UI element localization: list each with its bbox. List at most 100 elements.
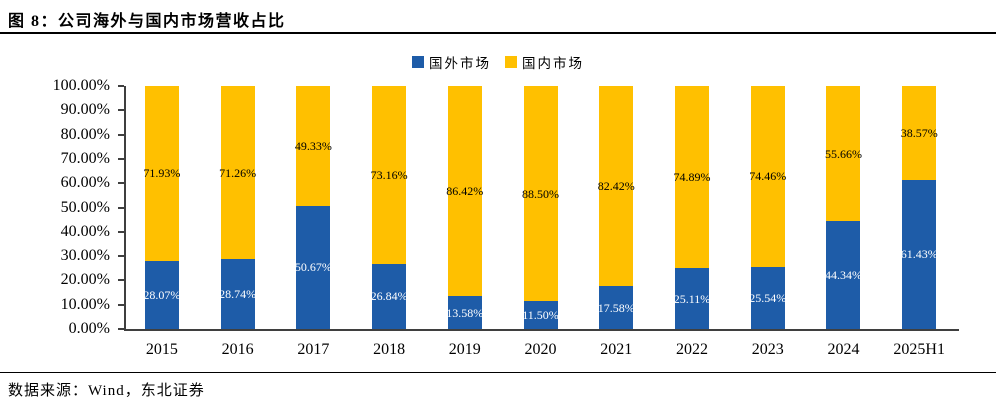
stacked-bar-2021: 17.58% 82.42% (597, 86, 635, 329)
segment-overseas-market (220, 259, 255, 329)
segment-overseas-market (523, 301, 558, 329)
stacked-bar-2018: 26.84% 73.16% (370, 86, 408, 329)
y-tick-mark (118, 157, 124, 160)
data-label-overseas-market: 25.54% (749, 290, 787, 305)
plot-area: 28.07% 71.93% 2015 28.74% 71.26% 2016 50.67% 49… (124, 86, 957, 358)
y-tick-label: 0.00% (68, 320, 110, 337)
bar-group-2025H1: 61.43% 38.57% 2025H1 (881, 86, 957, 358)
y-tick-label: 40.00% (60, 222, 110, 240)
y-tick-mark (118, 255, 124, 258)
segment-overseas-market (675, 267, 709, 329)
segment-domestic-market (523, 86, 558, 302)
bar-group-2018: 26.84% 73.16% 2018 (351, 86, 427, 358)
y-tick-label: 70.00% (60, 149, 110, 167)
segment-domestic-market (220, 86, 255, 260)
y-tick-mark (118, 133, 124, 136)
segment-domestic-market (372, 86, 407, 264)
bar-group-2021: 17.58% 82.42% 2021 (578, 86, 654, 358)
y-tick-label: 20.00% (60, 271, 110, 289)
data-label-domestic-market: 55.66% (824, 146, 862, 161)
data-label-overseas-market: 26.84% (370, 289, 408, 304)
y-tick-label: 50.00% (60, 198, 110, 216)
bar-group-2023: 25.54% 74.46% 2023 (730, 86, 806, 358)
legend-label-domestic-market: 国内市场 (522, 56, 584, 71)
y-tick-label: 60.00% (60, 174, 110, 192)
y-tick-mark (118, 303, 124, 306)
stacked-bar-2017: 50.67% 49.33% (294, 86, 332, 329)
data-label-overseas-market: 28.07% (143, 287, 181, 302)
segment-domestic-market (296, 86, 331, 206)
data-label-domestic-market: 74.89% (673, 170, 711, 184)
stacked-bar-2015: 28.07% 71.93% (143, 86, 181, 329)
y-tick-mark (118, 279, 124, 282)
x-tick-label: 2018 (373, 341, 406, 358)
x-tick-label: 2015 (145, 341, 178, 358)
segment-domestic-market (750, 86, 785, 267)
segment-overseas-market (826, 221, 861, 329)
segment-overseas-market (750, 266, 785, 329)
segment-domestic-market (902, 86, 937, 180)
chart-legend: 国外市场 国内市场 (0, 52, 996, 72)
data-label-overseas-market: 28.74% (219, 287, 257, 302)
bar-group-2022: 25.11% 74.89% 2022 (654, 86, 730, 358)
segment-domestic-market (826, 86, 861, 222)
x-tick-label: 2021 (600, 341, 633, 358)
legend-item-overseas-market: 国外市场 (412, 52, 491, 72)
segment-overseas-market (447, 296, 482, 329)
legend-swatch-domestic-market (505, 56, 517, 68)
segment-overseas-market (144, 260, 179, 329)
legend-item-domestic-market: 国内市场 (505, 52, 584, 72)
segment-domestic-market (599, 86, 634, 287)
data-label-domestic-market: 71.26% (219, 165, 257, 180)
y-tick-label: 100.00% (52, 77, 110, 94)
bar-group-2015: 28.07% 71.93% 2015 (124, 86, 200, 358)
data-label-overseas-market: 11.50% (522, 308, 559, 323)
stacked-bar-2019: 13.58% 86.42% (446, 86, 483, 329)
y-tick-label: 30.00% (60, 247, 110, 265)
y-axis-labels: 100.00% 90.00% 80.00% 70.00% 60.00% 50.00% 40.… (0, 77, 110, 337)
y-tick-mark (118, 85, 124, 87)
bar-group-2020: 11.50% 88.50% 2020 (503, 86, 579, 358)
stacked-bar-2024: 44.34% 55.66% (824, 86, 862, 329)
figure-title: 图 8：公司海外与国内市场营收占比 (8, 13, 286, 30)
y-tick-mark (118, 230, 124, 233)
data-label-overseas-market: 25.11% (673, 291, 711, 306)
bar-group-2017: 50.67% 49.33% 2017 (275, 86, 351, 358)
figure-header: 图 8：公司海外与国内市场营收占比 (0, 0, 996, 34)
data-label-domestic-market: 73.16% (370, 167, 408, 182)
y-tick-label: 10.00% (60, 295, 110, 313)
segment-domestic-market (675, 86, 709, 268)
x-tick-label: 2025H1 (893, 341, 945, 358)
plot-axes-frame (124, 86, 959, 331)
data-label-domestic-market: 74.46% (749, 169, 787, 184)
x-tick-label: 2024 (827, 341, 860, 358)
y-tick-label: 80.00% (60, 125, 110, 143)
bar-group-2016: 28.74% 71.26% 2016 (200, 86, 276, 358)
legend-swatch-overseas-market (412, 56, 424, 68)
stacked-bar-2020: 11.50% 88.50% (522, 86, 560, 329)
y-axis-tick-marks (118, 85, 124, 330)
segment-domestic-market (144, 86, 179, 261)
bar-group-2019: 13.58% 86.42% 2019 (427, 86, 503, 358)
stacked-bar-2023: 25.54% 74.46% (749, 86, 787, 329)
stacked-bar-2025H1: 61.43% 38.57% (901, 86, 938, 329)
segment-domestic-market (447, 86, 482, 297)
x-tick-label: 2022 (676, 341, 708, 358)
segment-overseas-market (599, 286, 634, 329)
stacked-bar-2022: 25.11% 74.89% (673, 86, 711, 329)
x-tick-label: 2023 (751, 341, 784, 358)
y-tick-label: 90.00% (60, 101, 110, 119)
data-label-domestic-market: 82.42% (597, 179, 635, 194)
figure-footer: 数据来源：Wind，东北证券 (0, 372, 996, 400)
bar-group-2024: 44.34% 55.66% 2024 (806, 86, 882, 358)
y-tick-mark (118, 206, 124, 209)
data-label-overseas-market: 17.58% (597, 300, 635, 315)
x-tick-label: 2017 (297, 341, 330, 358)
segment-overseas-market (296, 205, 331, 329)
y-tick-mark (118, 328, 124, 330)
data-label-overseas-market: 50.67% (294, 260, 332, 275)
data-label-domestic-market: 88.50% (522, 186, 560, 201)
data-label-domestic-market: 49.33% (294, 138, 332, 153)
y-tick-mark (118, 182, 124, 185)
